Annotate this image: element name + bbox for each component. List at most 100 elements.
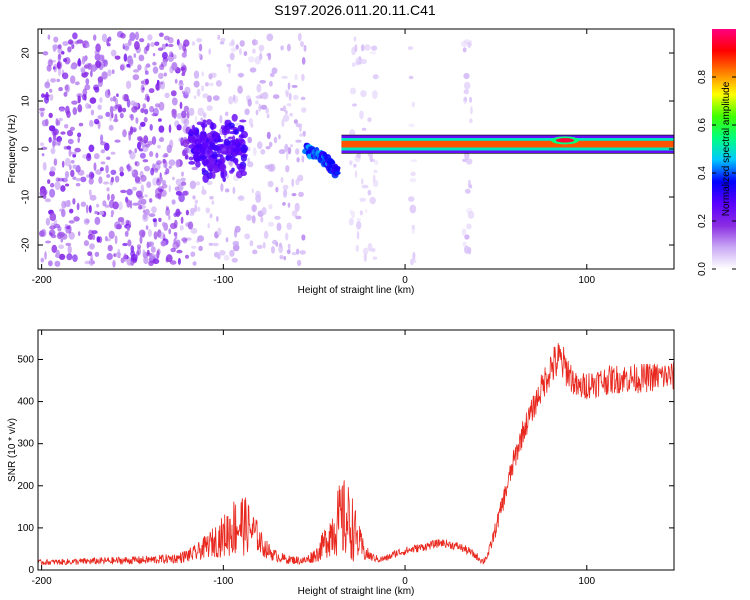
spectrogram-noise-blob	[238, 48, 242, 55]
spectrogram-noise-blob	[66, 110, 71, 118]
spectrogram-noise-blob	[146, 42, 150, 48]
spectrogram-noise-blob	[411, 224, 416, 230]
spectrogram-features-layer	[187, 113, 674, 183]
spectrogram-noise-blob	[243, 51, 248, 57]
spectrogram-noise-blob	[352, 103, 357, 107]
spectrogram-noise-blob	[140, 80, 144, 85]
spectrogram-noise-blob	[116, 93, 119, 97]
snr-x-ticks: -200 -100 0 100	[32, 330, 596, 587]
spectrogram-noise-blob	[207, 223, 210, 229]
spectrogram-noise-blob	[76, 39, 84, 44]
spectrogram-noise-blob	[77, 59, 82, 67]
spectrogram-noise-blob	[71, 43, 75, 50]
spectrogram-noise-blob	[219, 250, 226, 256]
spectrogram-noise-blob	[171, 199, 176, 205]
spectrogram-noise-blob	[129, 151, 136, 160]
spectrogram-noise-blob	[411, 259, 417, 264]
spectrogram-noise-blob	[408, 123, 415, 128]
spectrogram-noise-blob	[106, 174, 111, 178]
spectrogram-noise-blob	[205, 207, 211, 214]
spectrogram-noise-blob	[268, 221, 275, 227]
spectrogram-noise-blob	[171, 62, 178, 71]
spectrogram-noise-blob	[129, 32, 136, 42]
spectrogram-noise-blob	[291, 252, 297, 256]
spectrogram-noise-blob	[151, 113, 158, 117]
spectrogram-noise-blob	[268, 141, 273, 148]
spectrogram-noise-blob	[258, 103, 262, 112]
spectrogram-noise-blob	[41, 93, 45, 98]
snr-x-tick-label: -200	[32, 576, 52, 587]
spectrogram-noise-blob	[161, 180, 167, 185]
spectrogram-noise-blob	[291, 193, 297, 197]
spectrogram-y-ticks: -20 -10 0 10 20	[21, 47, 674, 252]
spectrogram-burst-blob	[216, 147, 222, 154]
spectrogram-noise-blob	[72, 198, 76, 205]
spectrogram-noise-blob	[90, 70, 93, 78]
spectrogram-noise-blob	[148, 229, 152, 237]
spectrogram-noise-blob	[464, 96, 467, 102]
spectrogram-y-tick-label: 0	[21, 146, 32, 152]
spectrogram-x-axis-label: Height of straight line (km)	[298, 285, 415, 296]
spectrogram-noise-blob	[364, 44, 371, 51]
spectrogram-noise-blob	[371, 45, 378, 51]
spectrogram-noise-blob	[279, 255, 284, 260]
spectrogram-noise-blob	[171, 97, 178, 106]
spectrogram-noise-blob	[68, 231, 75, 240]
spectrogram-noise-blob	[220, 37, 226, 42]
spectrogram-noise-blob	[137, 141, 141, 150]
spectrogram-noise-blob	[192, 195, 196, 200]
spectrogram-noise-blob	[104, 89, 111, 98]
spectrogram-noise-blob	[275, 186, 279, 193]
spectrogram-noise-blob	[140, 121, 146, 127]
spectrogram-noise-blob	[67, 245, 72, 254]
spectrogram-noise-blob	[262, 242, 266, 249]
spectrogram-noise-blob	[175, 190, 182, 196]
spectrogram-noise-blob	[112, 95, 116, 102]
spectrogram-noise-blob	[50, 147, 56, 155]
spectrogram-noise-blob	[159, 231, 165, 240]
spectrogram-noise-blob	[72, 254, 78, 262]
spectrogram-noise-blob	[181, 110, 187, 119]
spectrogram-noise-blob	[118, 106, 123, 113]
spectrogram-noise-blob	[295, 215, 302, 220]
spectrogram-noise-blob	[118, 201, 123, 211]
spectrogram-noise-blob	[133, 128, 137, 133]
spectrogram-noise-blob	[197, 235, 205, 242]
spectrogram-noise-blob	[70, 169, 75, 178]
spectrogram-noise-blob	[207, 95, 212, 103]
spectrogram-noise-blob	[249, 240, 254, 247]
spectrogram-noise-blob	[166, 144, 172, 154]
spectrogram-noise-blob	[86, 154, 92, 162]
spectrogram-noise-blob	[369, 196, 377, 205]
spectrogram-noise-blob	[159, 136, 165, 142]
spectrogram-noise-blob	[164, 171, 168, 175]
spectrogram-noise-blob	[69, 164, 72, 171]
spectrogram-burst-blob	[202, 119, 207, 124]
spectrogram-noise-blob	[202, 93, 209, 99]
spectrogram-noise-blob	[123, 53, 128, 62]
spectrogram-noise-blob	[119, 171, 125, 177]
spectrogram-noise-blob	[156, 250, 160, 259]
spectrogram-burst-blob	[231, 139, 239, 146]
spectrogram-noise-blob	[291, 178, 295, 188]
spectrogram-noise-blob	[80, 68, 86, 74]
spectrogram-noise-blob	[295, 123, 301, 128]
spectrogram-noise-blob	[138, 229, 146, 238]
spectrogram-noise-blob	[179, 85, 184, 91]
spectrogram-burst-blob	[189, 128, 193, 134]
spectrogram-noise-blob	[282, 184, 289, 190]
spectrogram-noise-blob	[283, 256, 287, 261]
spectrogram-noise-blob	[122, 43, 125, 50]
spectrogram-noise-blob	[83, 64, 89, 69]
spectrogram-noise-blob	[80, 201, 87, 207]
spectrogram-noise-blob	[228, 96, 234, 105]
spectrogram-noise-blob	[42, 194, 47, 200]
spectrogram-noise-blob	[97, 104, 102, 110]
spectrogram-noise-blob	[107, 36, 112, 42]
spectrogram-noise-blob	[105, 238, 111, 242]
spectrogram-noise-blob	[83, 218, 90, 225]
spectrogram-noise-blob	[57, 48, 63, 54]
colorbar-tick-label: 0.6	[697, 118, 708, 132]
spectrogram-noise-blob	[88, 189, 92, 197]
spectrogram-noise-blob	[149, 151, 154, 157]
